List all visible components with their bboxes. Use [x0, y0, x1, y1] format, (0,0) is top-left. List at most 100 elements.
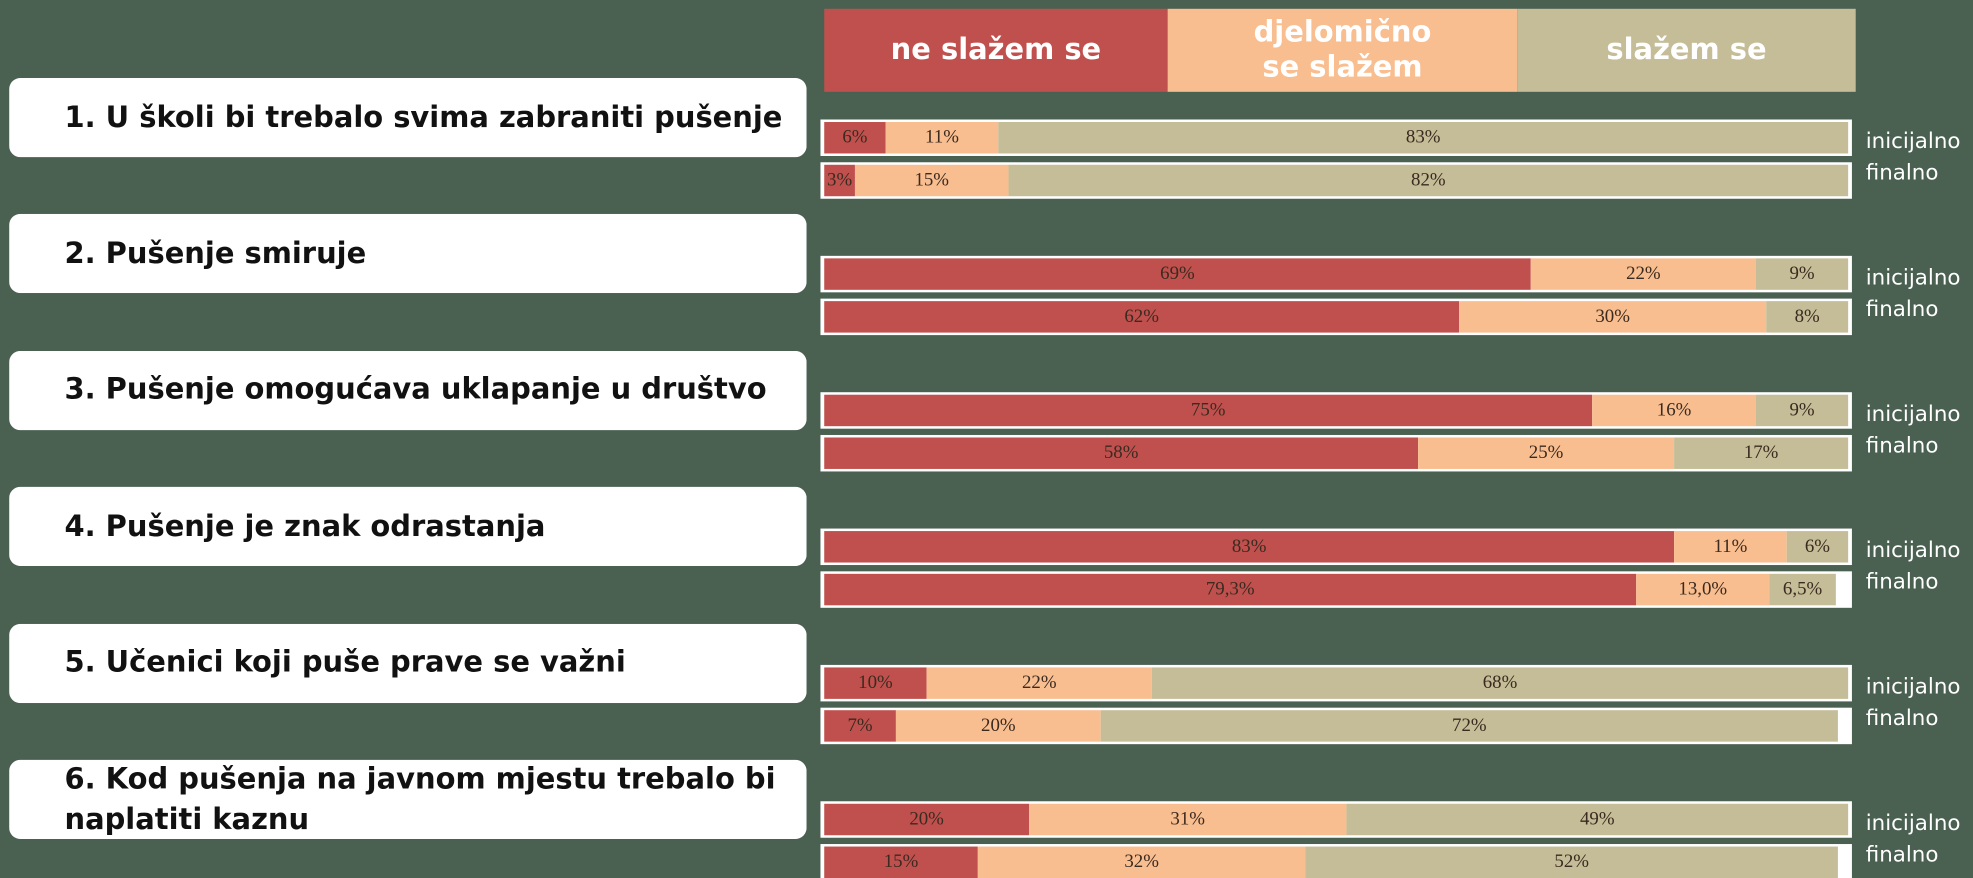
category-label: finalno — [1866, 706, 1939, 731]
bar-segment — [824, 122, 886, 154]
category-label: inicijalno — [1866, 265, 1961, 290]
value-label: 6% — [1805, 536, 1830, 557]
legend-label: djelomično se slažem — [1253, 16, 1432, 85]
bar-segment — [1674, 531, 1787, 563]
category-label: finalno — [1866, 842, 1939, 867]
legend-label-box: djelomično se slažem — [1253, 16, 1432, 85]
bar-segment — [824, 301, 1460, 333]
category-label: finalno — [1866, 433, 1939, 458]
bar-segment — [824, 531, 1675, 563]
bar-segment — [1029, 803, 1347, 836]
value-label: 3% — [827, 169, 852, 190]
value-label: 15% — [884, 851, 919, 872]
category-label: finalno — [1866, 161, 1939, 186]
bar-segment — [824, 710, 896, 742]
category-label: inicijalno — [1866, 675, 1961, 700]
bar-segment — [824, 437, 1419, 469]
category-label: inicijalno — [1866, 402, 1961, 427]
question: 1. U školi bi trebalo svima zabraniti pu… — [9, 77, 807, 158]
legend-swatch — [1517, 8, 1856, 92]
bar-segment — [1530, 258, 1756, 290]
bar-segment — [1769, 573, 1836, 606]
bar-segment — [1766, 301, 1849, 333]
bar-segment — [1459, 301, 1767, 333]
value-label: 22% — [1626, 263, 1661, 284]
bar-segment — [1755, 394, 1849, 427]
question-box: 1. U školi bi trebalo svima zabraniti pu… — [9, 77, 807, 158]
bar-segment — [926, 667, 1152, 699]
value-label: 83% — [1406, 127, 1441, 148]
bar-segment — [1786, 531, 1849, 563]
question: 4. Pušenje je znak odrastanja — [9, 487, 807, 567]
question-box: 5. Učenici koji puše prave se važni — [9, 623, 807, 703]
question: 5. Učenici koji puše prave se važni — [9, 623, 807, 703]
value-label: 79,3% — [1206, 579, 1255, 600]
question-box: 3. Pušenje omogućava uklapanje u društvo — [9, 350, 807, 430]
value-label: 68% — [1483, 672, 1518, 693]
category-label: inicijalno — [1866, 811, 1961, 836]
category-label: inicijalno — [1866, 129, 1961, 154]
value-label: 16% — [1657, 399, 1692, 420]
value-label: 75% — [1191, 399, 1226, 420]
value-label: 25% — [1529, 442, 1564, 463]
value-label: 11% — [1713, 536, 1747, 557]
value-label: 62% — [1124, 306, 1159, 327]
value-label: 69% — [1160, 263, 1195, 284]
value-label: 22% — [1022, 672, 1057, 693]
value-label: 6% — [842, 127, 867, 148]
bar-segment — [1418, 437, 1675, 469]
legend-label-box: ne slažem se — [890, 33, 1102, 67]
bar-segment — [824, 394, 1593, 427]
value-label: 9% — [1790, 263, 1815, 284]
bar-segment — [977, 846, 1306, 878]
value-label: 20% — [909, 808, 944, 829]
bar-segment — [1592, 394, 1756, 427]
value-label: 72% — [1452, 715, 1487, 736]
value-label: 13,0% — [1678, 579, 1727, 600]
question-box: 2. Pušenje smiruje — [9, 214, 807, 294]
bar-segment — [854, 164, 1009, 197]
question: 2. Pušenje smiruje — [9, 214, 807, 294]
value-label: 9% — [1790, 399, 1815, 420]
value-label: 31% — [1170, 808, 1205, 829]
bar-segment — [824, 803, 1030, 836]
bar-segment — [998, 122, 1849, 154]
value-label: 11% — [925, 127, 959, 148]
value-label: 52% — [1554, 851, 1589, 872]
bar-segment — [885, 122, 999, 154]
legend-swatch — [1167, 8, 1518, 92]
bar-segment — [824, 846, 978, 878]
value-label: 8% — [1795, 306, 1820, 327]
category-label: inicijalno — [1866, 538, 1961, 563]
question: 3. Pušenje omogućava uklapanje u društvo — [9, 350, 807, 430]
bar-segment — [895, 710, 1101, 742]
value-label: 83% — [1232, 536, 1267, 557]
value-label: 30% — [1595, 306, 1630, 327]
bar-segment — [1008, 164, 1849, 197]
value-label: 32% — [1124, 851, 1159, 872]
value-label: 6,5% — [1783, 579, 1823, 600]
question-box: 6. Kod pušenja na javnom mjestu trebalo … — [9, 759, 807, 840]
legend-swatch — [824, 8, 1168, 92]
bar-segment — [824, 667, 927, 699]
bar-segment — [1755, 258, 1849, 290]
bar-segment — [1100, 710, 1838, 742]
bar-segment — [824, 258, 1531, 290]
bar-segment — [1305, 846, 1838, 878]
question: 6. Kod pušenja na javnom mjestu trebalo … — [9, 759, 807, 840]
legend-label: slažem se — [1606, 33, 1767, 67]
bar-segment — [1346, 803, 1849, 836]
value-label: 7% — [848, 715, 873, 736]
legend-label: ne slažem se — [890, 33, 1102, 67]
bar-segment — [1151, 667, 1849, 699]
category-label: finalno — [1866, 297, 1939, 322]
bar-segment — [824, 164, 855, 197]
category-label: finalno — [1866, 570, 1939, 595]
value-label: 58% — [1104, 442, 1139, 463]
value-label: 20% — [981, 715, 1016, 736]
value-label: 82% — [1411, 169, 1446, 190]
value-label: 17% — [1744, 442, 1779, 463]
bar-segment — [1674, 437, 1849, 469]
